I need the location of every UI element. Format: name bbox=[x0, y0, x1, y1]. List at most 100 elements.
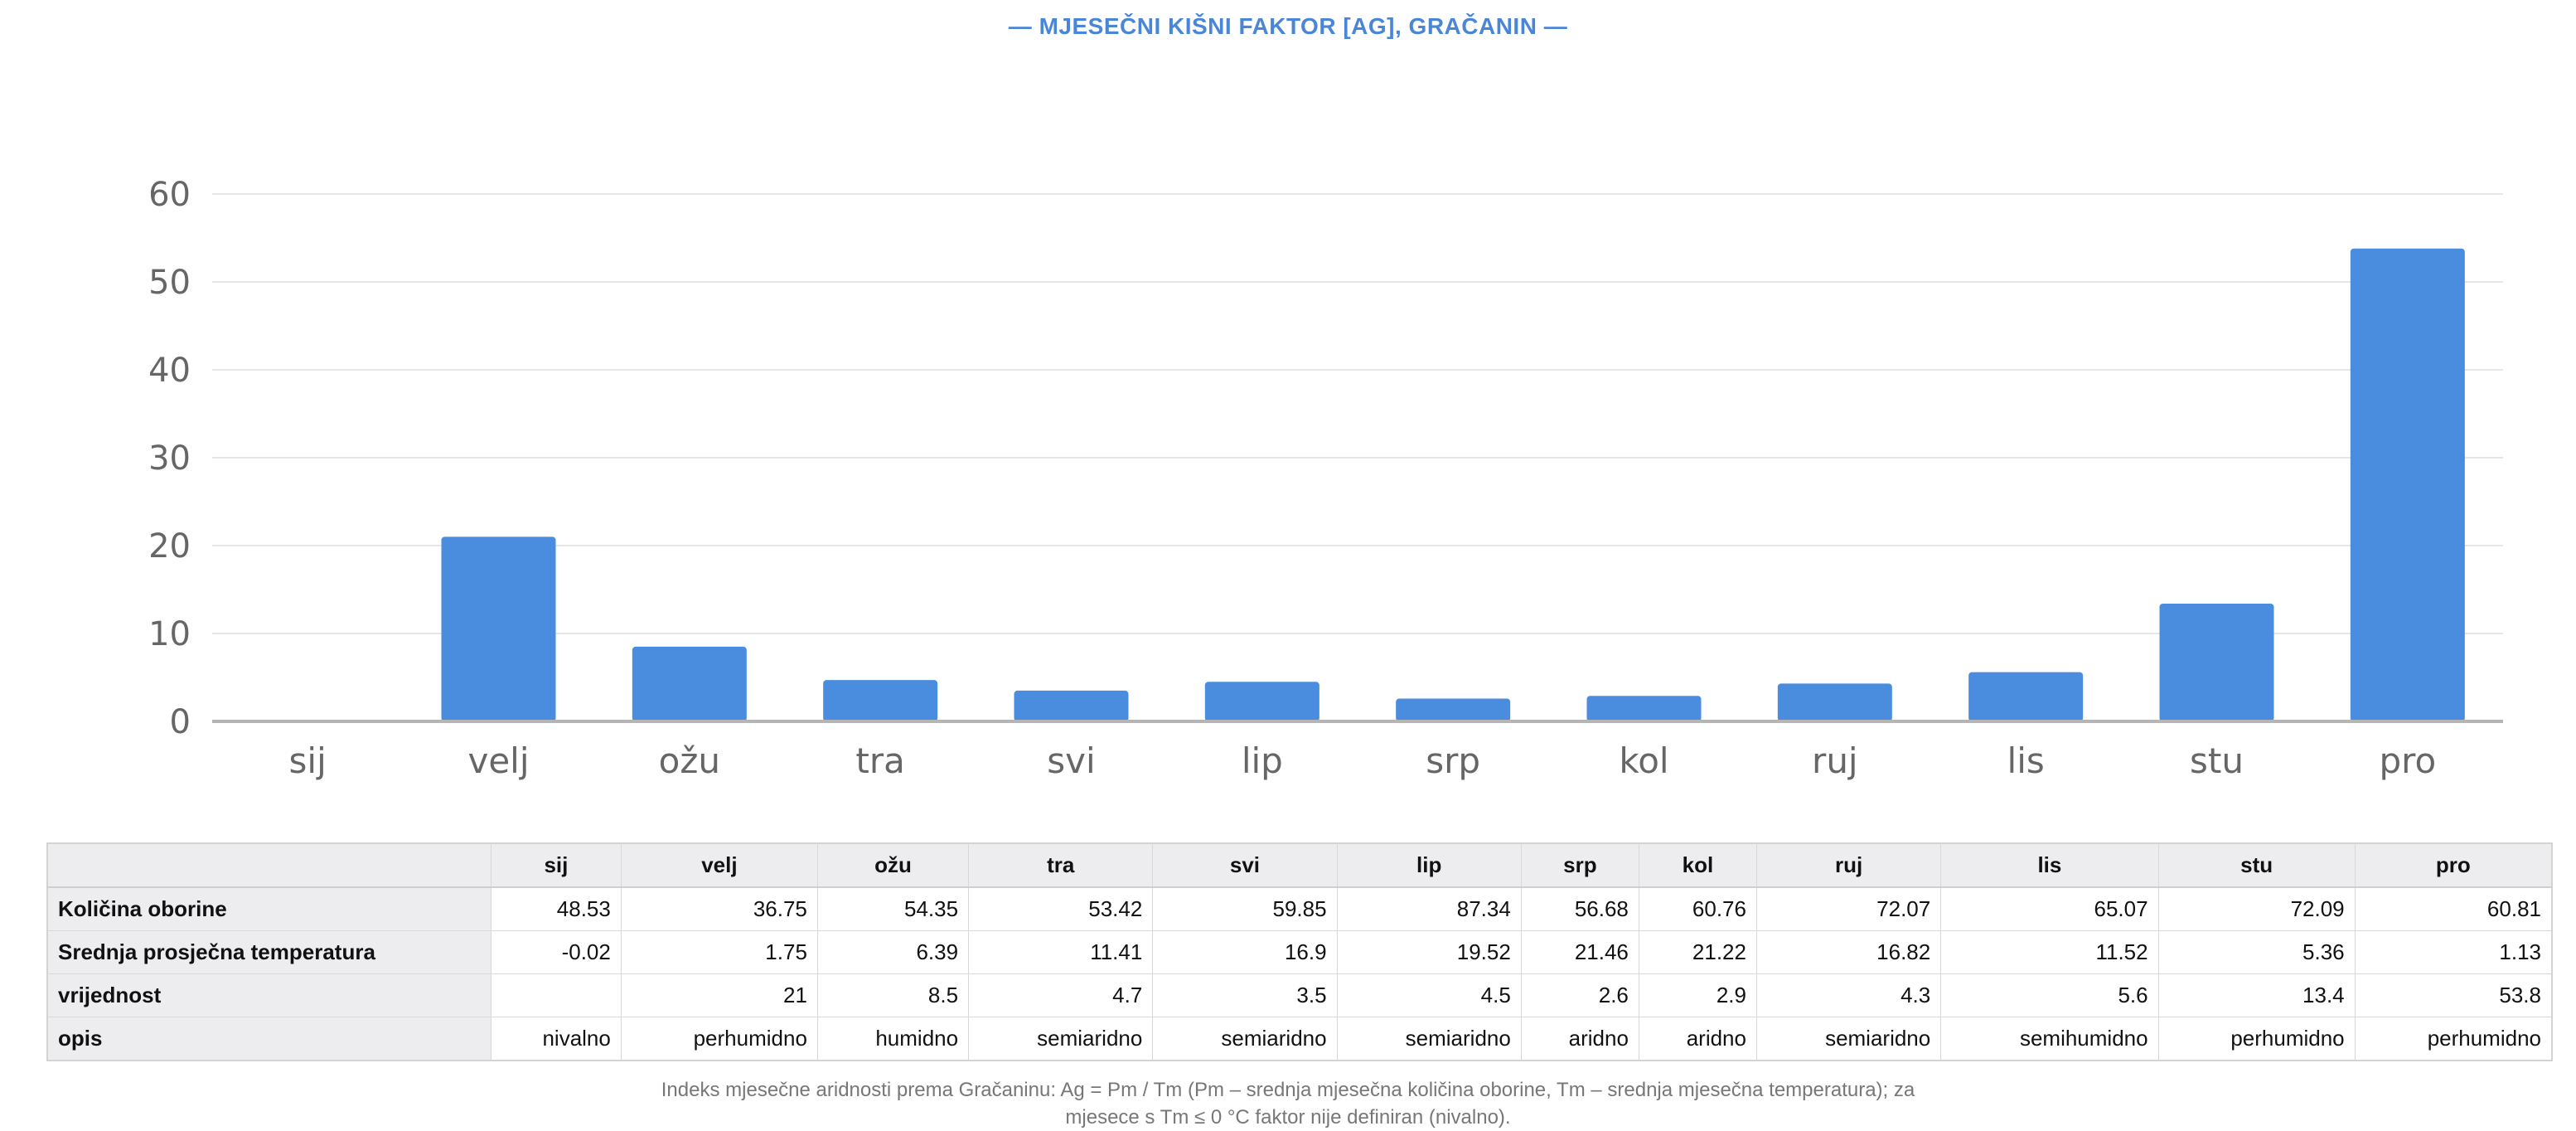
bars bbox=[441, 248, 2465, 722]
table-cell: semiaridno bbox=[1336, 1017, 1522, 1061]
bar-pro bbox=[2350, 248, 2465, 722]
table-cell: 1.75 bbox=[620, 930, 818, 974]
table-cell: semiaridno bbox=[1755, 1017, 1942, 1061]
table-header-cell: kol bbox=[1638, 842, 1757, 888]
x-tick-label: velj bbox=[467, 740, 529, 781]
table-row-label: opis bbox=[46, 1017, 491, 1061]
x-tick-label: ruj bbox=[1812, 740, 1858, 781]
table-cell: 48.53 bbox=[491, 886, 622, 931]
table-cell: 5.36 bbox=[2157, 930, 2356, 974]
y-tick-label: 50 bbox=[148, 264, 191, 302]
table-cell: 3.5 bbox=[1152, 973, 1338, 1017]
chart-title: — MJESEČNI KIŠNI FAKTOR [AG], GRAČANIN — bbox=[1008, 13, 1568, 39]
table-header-cell: sij bbox=[491, 842, 622, 888]
table-header-cell: srp bbox=[1520, 842, 1639, 888]
table-header-cell: lis bbox=[1940, 842, 2159, 888]
x-tick-label: stu bbox=[2190, 740, 2244, 781]
table-cell: nivalno bbox=[491, 1017, 622, 1061]
x-tick-label: sij bbox=[289, 740, 327, 781]
y-tick-label: 10 bbox=[148, 615, 191, 653]
bar-stu bbox=[2159, 603, 2274, 721]
table-cell: 4.5 bbox=[1336, 973, 1522, 1017]
table-cell: 11.41 bbox=[968, 930, 1154, 974]
x-tick-label: lis bbox=[2007, 740, 2045, 781]
table-cell: 16.9 bbox=[1152, 930, 1338, 974]
table-cell: 72.09 bbox=[2157, 886, 2356, 931]
table-header-cell: ožu bbox=[816, 842, 970, 888]
table-row: vrijednost 21 8.5 4.7 3.5 4.5 2.6 2.9 4.3 5.6 13.4… bbox=[46, 973, 2553, 1017]
x-tick-label: srp bbox=[1426, 740, 1480, 781]
bar-tra bbox=[823, 680, 938, 721]
table-cell: 21.22 bbox=[1638, 930, 1757, 974]
bar-srp bbox=[1396, 698, 1511, 721]
table-cell: aridno bbox=[1638, 1017, 1757, 1061]
table-header-cell: ruj bbox=[1755, 842, 1942, 888]
y-tick-label: 40 bbox=[148, 352, 191, 390]
bar-velj bbox=[441, 536, 556, 721]
table-body: Količina oborine 48.53 36.75 54.35 53.42 59.8… bbox=[46, 886, 2553, 1061]
x-tick-label: svi bbox=[1047, 740, 1095, 781]
x-tick-label: pro bbox=[2379, 740, 2436, 781]
table-cell: 2.9 bbox=[1638, 973, 1757, 1017]
table-cell: 19.52 bbox=[1336, 930, 1522, 974]
table-cell: perhumidno bbox=[2354, 1017, 2553, 1061]
x-axis-ticks: sij velj ožu tra svi lip srp kol ruj lis stu pro bbox=[289, 740, 2437, 781]
table-header-cell: svi bbox=[1152, 842, 1338, 888]
y-tick-label: 30 bbox=[148, 439, 191, 478]
table-cell: 54.35 bbox=[816, 886, 970, 931]
table-cell: humidno bbox=[816, 1017, 970, 1061]
table-cell: semiaridno bbox=[968, 1017, 1154, 1061]
table-header-cell: lip bbox=[1336, 842, 1522, 888]
table-cell: 4.3 bbox=[1755, 973, 1942, 1017]
table-cell: 21 bbox=[620, 973, 818, 1017]
table-row-label: Količina oborine bbox=[46, 886, 491, 931]
table-cell: 5.6 bbox=[1940, 973, 2159, 1017]
table-cell: aridno bbox=[1520, 1017, 1639, 1061]
table-cell: perhumidno bbox=[620, 1017, 818, 1061]
bar-chart: 0 10 20 30 40 50 60 sij velj ožu tra svi lip srp kol r… bbox=[148, 176, 2503, 781]
bar-lip bbox=[1204, 682, 1319, 721]
bar-ožu bbox=[632, 646, 747, 721]
bar-svi bbox=[1014, 690, 1129, 721]
y-axis-ticks: 0 10 20 30 40 50 60 bbox=[148, 176, 191, 741]
table-header-cell: stu bbox=[2157, 842, 2356, 888]
x-tick-label: lip bbox=[1242, 740, 1283, 781]
table-cell: 53.8 bbox=[2354, 973, 2553, 1017]
table-cell: -0.02 bbox=[491, 930, 622, 974]
table-row-label: Srednja prosječna temperatura bbox=[46, 930, 491, 974]
table-cell: semihumidno bbox=[1940, 1017, 2159, 1061]
bar-kol bbox=[1586, 696, 1702, 721]
table-cell: 36.75 bbox=[620, 886, 818, 931]
table-cell: 11.52 bbox=[1940, 930, 2159, 974]
data-table: sij velj ožu tra svi lip srp kol ruj lis stu pro Ko… bbox=[46, 842, 2553, 1061]
table-cell: 2.6 bbox=[1520, 973, 1639, 1017]
table-cell: 8.5 bbox=[816, 973, 970, 1017]
table-cell: 56.68 bbox=[1520, 886, 1639, 931]
table-cell bbox=[491, 973, 622, 1017]
table-cell: 21.46 bbox=[1520, 930, 1639, 974]
table-corner-cell bbox=[46, 842, 491, 888]
table-cell: 1.13 bbox=[2354, 930, 2553, 974]
table-cell: 60.76 bbox=[1638, 886, 1757, 931]
y-tick-label: 0 bbox=[170, 703, 191, 741]
table-cell: 13.4 bbox=[2157, 973, 2356, 1017]
x-tick-label: kol bbox=[1619, 740, 1668, 781]
x-tick-label: ožu bbox=[659, 740, 720, 781]
y-tick-label: 20 bbox=[148, 527, 191, 566]
table-header-cell: pro bbox=[2354, 842, 2553, 888]
table-cell: 72.07 bbox=[1755, 886, 1942, 931]
table-cell: 4.7 bbox=[968, 973, 1154, 1017]
bar-ruj bbox=[1777, 683, 1892, 721]
x-tick-label: tra bbox=[855, 740, 904, 781]
y-tick-label: 60 bbox=[148, 176, 191, 214]
table-cell: 16.82 bbox=[1755, 930, 1942, 974]
table-cell: perhumidno bbox=[2157, 1017, 2356, 1061]
table-header-cell: velj bbox=[620, 842, 818, 888]
table-cell: 60.81 bbox=[2354, 886, 2553, 931]
table-row: opis nivalno perhumidno humidno semiaridno se… bbox=[46, 1017, 2553, 1061]
table-cell: 65.07 bbox=[1940, 886, 2159, 931]
table-cell: semiaridno bbox=[1152, 1017, 1338, 1061]
bar-lis bbox=[1968, 672, 2084, 721]
table-header-cell: tra bbox=[968, 842, 1154, 888]
table-cell: 59.85 bbox=[1152, 886, 1338, 931]
